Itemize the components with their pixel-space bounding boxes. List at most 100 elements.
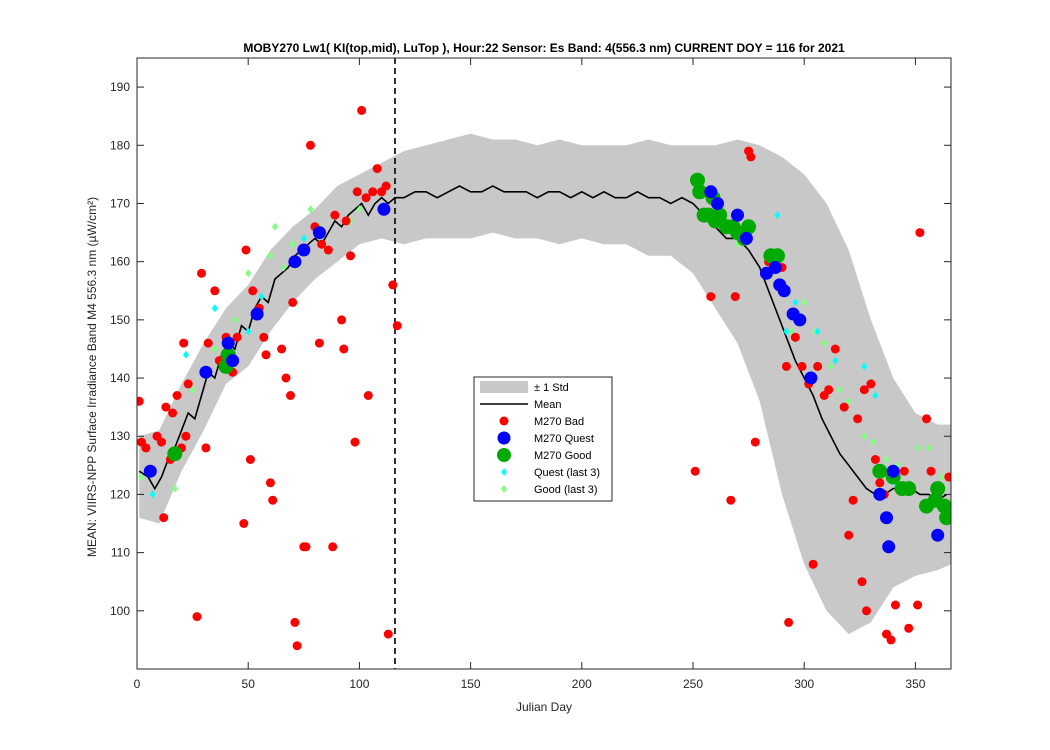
bad-point bbox=[392, 321, 402, 331]
good-last3-point bbox=[845, 397, 852, 406]
good-point bbox=[741, 219, 757, 235]
good-last3-point bbox=[138, 472, 145, 481]
good-point bbox=[690, 172, 705, 188]
bad-point bbox=[317, 239, 327, 249]
bad-point bbox=[352, 187, 362, 197]
bad-point bbox=[172, 391, 182, 400]
bad-point bbox=[690, 466, 700, 476]
legend-swatch-quest bbox=[497, 431, 511, 445]
bad-point bbox=[290, 617, 300, 627]
bad-point bbox=[913, 600, 923, 610]
bad-point bbox=[746, 152, 756, 162]
x-tick-label: 200 bbox=[572, 677, 592, 691]
bad-point bbox=[306, 140, 315, 150]
legend-label-std: ± 1 Std bbox=[534, 382, 569, 394]
quest-point bbox=[777, 284, 791, 298]
bad-point bbox=[915, 228, 925, 238]
bad-point bbox=[853, 414, 863, 424]
bad-point bbox=[292, 641, 302, 651]
bad-point bbox=[944, 472, 951, 482]
good-point bbox=[939, 510, 951, 526]
bad-point bbox=[201, 443, 211, 453]
bad-point bbox=[141, 443, 151, 453]
quest-point bbox=[377, 202, 391, 216]
x-tick-label: 250 bbox=[683, 677, 703, 691]
quest-point bbox=[143, 464, 157, 478]
bad-point bbox=[706, 292, 716, 302]
axes-box bbox=[136, 57, 952, 670]
quest-point bbox=[711, 197, 724, 210]
good-last3-point bbox=[356, 205, 363, 214]
good-point bbox=[936, 498, 951, 514]
bad-point bbox=[277, 344, 287, 354]
good-last3-point bbox=[870, 438, 877, 447]
legend-label-good3: Good (last 3) bbox=[534, 484, 598, 496]
good-last3-point bbox=[289, 240, 296, 249]
bad-point bbox=[183, 379, 193, 389]
legend-label-good: M270 Good bbox=[534, 450, 591, 462]
x-tick-label: 150 bbox=[461, 677, 481, 691]
good-last3-point bbox=[836, 385, 843, 394]
chart-title: MOBY270 Lw1( KI(top,mid), LuTop ), Hour:… bbox=[243, 41, 845, 55]
bad-point bbox=[323, 245, 333, 255]
bad-point bbox=[808, 559, 818, 569]
good-point bbox=[692, 184, 708, 200]
bad-point bbox=[248, 286, 258, 296]
legend-swatch-std bbox=[480, 381, 528, 393]
bad-point bbox=[830, 344, 840, 354]
quest-point bbox=[873, 487, 887, 501]
bad-point bbox=[922, 414, 931, 424]
quest-point bbox=[226, 354, 240, 368]
bad-point bbox=[210, 286, 220, 296]
bad-point bbox=[161, 402, 171, 412]
bad-point bbox=[339, 344, 349, 354]
bad-point bbox=[350, 437, 360, 447]
legend-swatch-bad bbox=[499, 416, 509, 426]
bad-point bbox=[904, 623, 914, 633]
quest-last3-point bbox=[792, 298, 799, 307]
bad-point bbox=[813, 361, 823, 371]
x-tick-label: 100 bbox=[349, 677, 369, 691]
x-tick-label: 350 bbox=[905, 677, 925, 691]
good-point bbox=[770, 248, 785, 264]
bad-point bbox=[341, 216, 351, 226]
bad-point bbox=[857, 577, 867, 587]
quest-point bbox=[221, 336, 235, 350]
bad-point bbox=[890, 600, 900, 610]
good-last3-point bbox=[821, 339, 828, 348]
plot-content bbox=[137, 58, 951, 669]
y-tick-label: 120 bbox=[110, 487, 130, 501]
bad-point bbox=[730, 292, 740, 302]
x-tick-label: 50 bbox=[242, 677, 256, 691]
bad-point bbox=[363, 391, 373, 400]
bad-point bbox=[159, 513, 169, 523]
bad-point bbox=[886, 635, 896, 645]
quest-point bbox=[880, 511, 893, 525]
quest-last3-point bbox=[245, 327, 252, 336]
legend-label-quest: M270 Quest bbox=[534, 433, 594, 445]
good-last3-point bbox=[189, 385, 196, 394]
bad-point bbox=[241, 245, 251, 255]
quest-point bbox=[739, 231, 753, 245]
bad-point bbox=[839, 402, 849, 412]
legend-swatch-quest3 bbox=[501, 468, 507, 476]
bad-point bbox=[361, 193, 371, 203]
quest-point bbox=[886, 464, 900, 478]
quest-point bbox=[288, 255, 302, 269]
quest-point bbox=[297, 243, 311, 257]
y-tick-label: 160 bbox=[110, 255, 130, 269]
bad-point bbox=[899, 466, 909, 476]
good-last3-point bbox=[861, 432, 868, 441]
good-point bbox=[712, 207, 728, 223]
y-tick-label: 180 bbox=[110, 138, 130, 152]
bad-point bbox=[357, 105, 367, 115]
legend-label-quest3: Quest (last 3) bbox=[534, 467, 600, 479]
quest-point bbox=[312, 226, 326, 240]
legend-swatch-good bbox=[497, 448, 511, 462]
quest-last3-point bbox=[149, 490, 156, 499]
good-last3-point bbox=[801, 298, 808, 307]
y-tick-label: 170 bbox=[110, 196, 130, 210]
quest-last3-point bbox=[814, 327, 821, 336]
bad-point bbox=[870, 455, 880, 464]
